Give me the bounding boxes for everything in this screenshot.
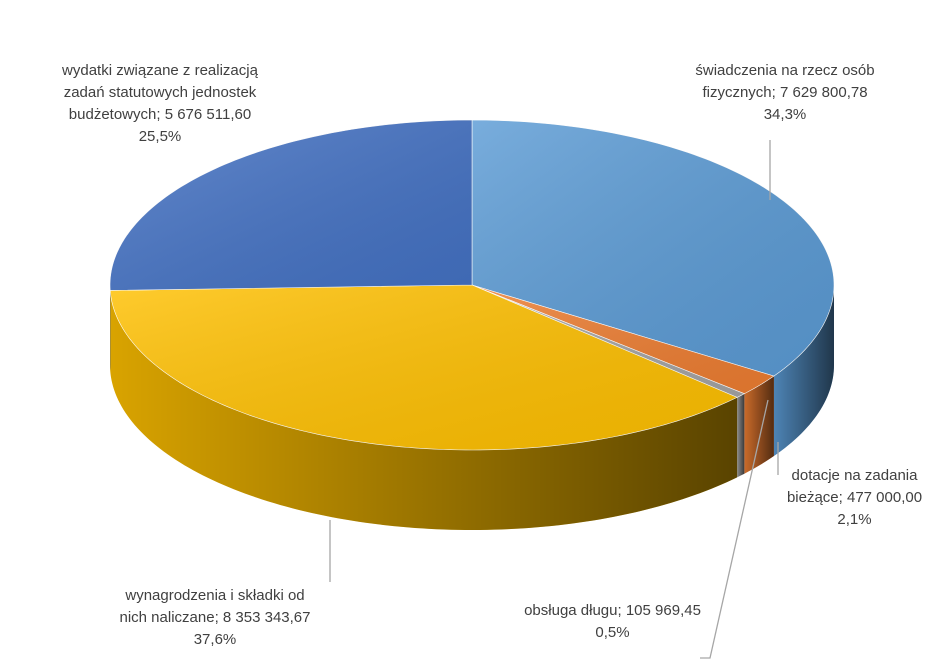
- label-separator: ;: [156, 106, 165, 123]
- pie-sides: [110, 285, 834, 530]
- slice-gloss: [110, 285, 738, 450]
- data-label: świadczenia na rzecz osób fizycznych; 7 …: [665, 60, 905, 126]
- pie-tops: [109, 119, 835, 451]
- slice-gloss: [472, 285, 774, 394]
- label-separator: ;: [838, 489, 847, 506]
- label-name: dotacje na zadania bieżące: [786, 467, 918, 506]
- data-label: wynagrodzenia i składki od nich naliczan…: [35, 585, 395, 651]
- label-percent: 34,3%: [763, 106, 807, 123]
- label-percent: 2,1%: [837, 511, 872, 528]
- label-name: świadczenia na rzecz osób fizycznych: [695, 62, 875, 101]
- slice-gloss: [110, 120, 472, 291]
- slice-gloss: [472, 285, 745, 398]
- label-name: wynagrodzenia i składki od nich naliczan…: [119, 587, 305, 626]
- label-separator: ;: [214, 609, 223, 626]
- leader-lines: [329, 140, 779, 659]
- slice-side-shade: [773, 285, 834, 457]
- label-percent: 25,5%: [138, 128, 182, 145]
- data-label: dotacje na zadania bieżące; 477 000,00 2,…: [772, 465, 933, 531]
- label-value: 8 353 343,67: [222, 609, 311, 626]
- leader-line: [700, 399, 769, 659]
- label-percent: 37,6%: [193, 631, 237, 648]
- slice-side-shade: [110, 290, 738, 530]
- label-value: 105 969,45: [625, 602, 701, 619]
- data-label: wydatki związane z realizacją zadań stat…: [10, 60, 310, 148]
- label-value: 477 000,00: [846, 489, 923, 506]
- label-name: wydatki związane z realizacją zadań stat…: [62, 62, 258, 123]
- slice-side-shade: [744, 376, 774, 474]
- label-separator: ;: [617, 602, 626, 619]
- label-value: 7 629 800,78: [779, 84, 868, 101]
- label-value: 5 676 511,60: [164, 106, 252, 123]
- data-label: obsługa długu; 105 969,45 0,5%: [490, 600, 735, 644]
- label-percent: 0,5%: [595, 624, 630, 641]
- label-separator: ;: [771, 84, 780, 101]
- label-name: obsługa długu: [524, 602, 618, 619]
- slice-side-shade: [737, 393, 745, 478]
